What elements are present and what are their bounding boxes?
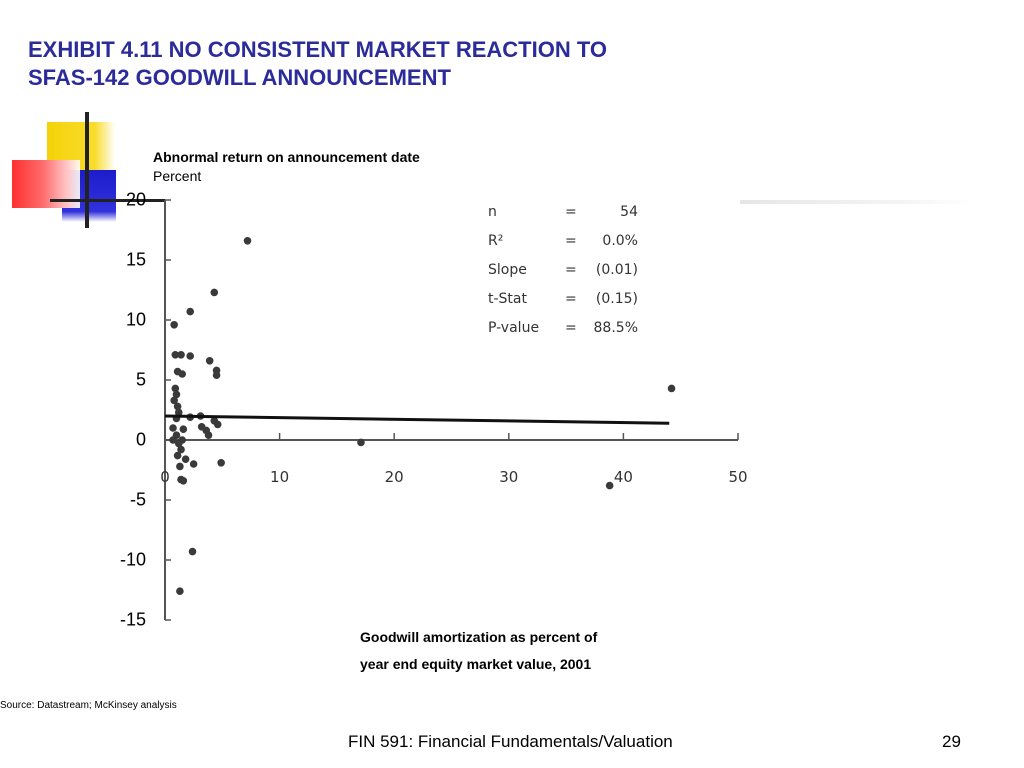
data-point (189, 460, 198, 468)
data-point (212, 371, 221, 380)
decor-horizontal-bar (50, 199, 165, 202)
data-point (217, 459, 225, 467)
footer-course-title: FIN 591: Financial Fundamentals/Valuatio… (348, 732, 673, 751)
x-axis-label-line-2: year end equity market value, 2001 (360, 656, 592, 672)
stat-value: (0.01) (595, 262, 638, 278)
decor-vertical-bar (85, 112, 89, 228)
stat-value: 0.0% (602, 233, 638, 249)
stat-name: P-value (488, 320, 540, 336)
stat-equals: = (565, 204, 577, 220)
data-point (243, 237, 252, 245)
x-axis-label: Goodwill amortization as percent of year… (360, 624, 597, 678)
y-tick-label: -10 (119, 549, 146, 570)
regression-line (164, 414, 670, 425)
y-axis-tick-labels: 20 15 10 5 0 -5 -10 -15 (100, 180, 146, 640)
slide-title: EXHIBIT 4.11 NO CONSISTENT MARKET REACTI… (28, 36, 788, 92)
data-point (178, 370, 186, 378)
data-point (181, 455, 190, 464)
y-tick-label: -5 (129, 489, 146, 510)
stat-name: R² (488, 233, 504, 249)
data-point (173, 402, 182, 411)
data-point (172, 390, 181, 399)
data-point (204, 431, 213, 440)
data-point (173, 451, 182, 460)
data-point (177, 445, 185, 454)
y-tick-label: 20 (125, 189, 146, 210)
data-point (170, 396, 178, 405)
data-point (171, 384, 180, 393)
chart-subtitle: Percent (153, 168, 202, 184)
source-note: Source: Datastream; McKinsey analysis (0, 700, 177, 711)
data-point (176, 462, 184, 471)
data-point (205, 357, 214, 365)
data-point (177, 475, 185, 484)
x-tick-label: 50 (728, 468, 747, 486)
x-axis-tick-labels: 0 10 20 30 40 50 (160, 468, 747, 486)
data-point (174, 439, 183, 448)
x-tick-label: 10 (270, 468, 289, 486)
stat-name: n (488, 204, 497, 220)
x-tick-label: 0 (160, 468, 170, 486)
data-point (186, 352, 195, 360)
x-tick-label: 20 (385, 468, 404, 486)
stat-equals: = (565, 233, 577, 249)
stat-equals: = (565, 262, 577, 278)
x-axis-label-line-1: Goodwill amortization as percent of (360, 629, 598, 645)
data-point (176, 587, 184, 595)
stat-name: t-Stat (488, 291, 527, 307)
y-tick-label: 10 (125, 309, 146, 330)
page-number: 29 (942, 732, 961, 751)
data-point (357, 438, 365, 447)
chart-header: Abnormal return on announcement date Per… (153, 148, 420, 186)
data-point (179, 425, 188, 434)
data-point (605, 481, 614, 490)
data-point (188, 547, 197, 556)
x-tick-label: 30 (499, 468, 518, 486)
data-point (170, 321, 178, 329)
stat-value: 54 (620, 204, 638, 220)
data-point (174, 408, 183, 417)
y-tick-label: 15 (125, 249, 146, 270)
data-point (177, 351, 185, 359)
data-point (186, 307, 195, 316)
stat-value: (0.15) (595, 291, 638, 307)
y-tick-label: -15 (119, 609, 146, 630)
data-point (169, 424, 177, 432)
plot-axes (164, 199, 739, 621)
slide-title-line-1: EXHIBIT 4.11 NO CONSISTENT MARKET REACTI… (28, 37, 607, 62)
stat-name: Slope (488, 262, 527, 278)
chart-title: Abnormal return on announcement date (153, 149, 420, 165)
data-point (213, 420, 222, 429)
x-tick-label: 40 (614, 468, 633, 486)
slide-title-line-2: SFAS-142 GOODWILL ANNOUNCEMENT (28, 65, 451, 90)
regression-line-group (164, 414, 670, 425)
data-point (210, 288, 219, 297)
y-tick-label: 0 (135, 429, 146, 450)
stat-equals: = (565, 291, 577, 307)
data-point (667, 384, 676, 393)
data-point (171, 351, 180, 359)
decor-fade-line (740, 200, 970, 204)
stat-value: 88.5% (593, 320, 638, 336)
stat-equals: = (565, 320, 577, 336)
data-point (169, 436, 177, 444)
y-tick-label: 5 (135, 369, 146, 390)
